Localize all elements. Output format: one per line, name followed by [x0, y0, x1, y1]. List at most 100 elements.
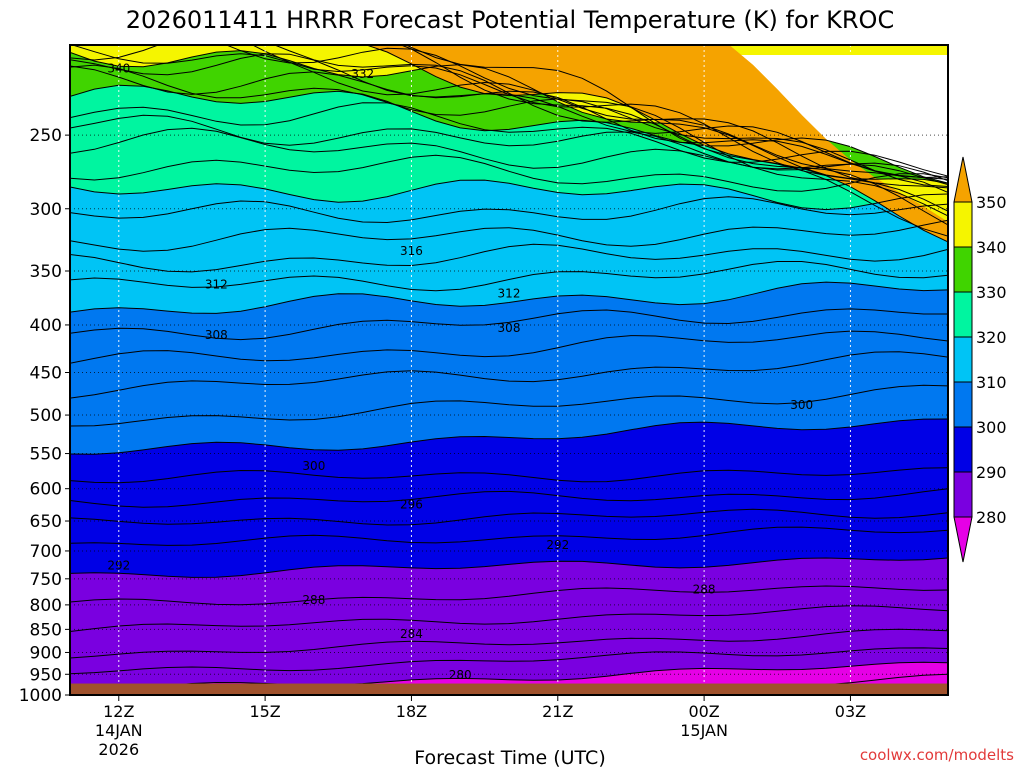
credit-link[interactable]: coolwx.com/modelts — [860, 746, 1014, 764]
x-tick-label: 15Z — [249, 702, 280, 721]
contour-304 — [70, 351, 948, 399]
x-tick-label: 03Z — [835, 702, 866, 721]
x-axis-label: Forecast Time (UTC) — [414, 747, 605, 768]
contour-label-284: 284 — [400, 627, 423, 641]
contour-label-280: 280 — [449, 668, 472, 682]
contour-label-296: 296 — [400, 498, 423, 512]
y-tick-label: 550 — [30, 445, 62, 465]
colorbar-bottom-arrow — [953, 516, 973, 563]
ground-layer — [70, 683, 948, 695]
y-tick-label: 300 — [30, 200, 62, 220]
contour-label-300: 300 — [302, 459, 325, 473]
contour-labels: 340 332 316 312 312 308 308 300 300 296 292 292 288 2… — [107, 62, 813, 683]
contour-label-292: 292 — [107, 559, 130, 573]
contour-302 — [70, 384, 948, 427]
contour-lines — [70, 45, 948, 695]
colorbar-label: 290 — [976, 463, 1007, 482]
contour-label-312: 312 — [205, 278, 228, 292]
contour-342 — [70, 45, 948, 193]
colorbar-label: 330 — [976, 283, 1007, 302]
contour-334 — [70, 65, 948, 179]
y-tick-label: 1000 — [19, 686, 62, 706]
contour-312 — [70, 261, 948, 292]
y-tick-label: 750 — [30, 570, 62, 590]
contour-label-308: 308 — [205, 328, 228, 342]
contour-292 — [70, 526, 948, 546]
colorbar-segment — [953, 381, 973, 428]
y-tick-label: 350 — [30, 262, 62, 282]
colorbar-segment — [953, 471, 973, 518]
contour-label-312: 312 — [498, 286, 521, 300]
plot-frame — [69, 44, 949, 696]
colorbar-label: 320 — [976, 328, 1007, 347]
contour-352 — [405, 45, 948, 237]
contour-310 — [70, 281, 948, 314]
x-tick-date: 15JAN — [680, 721, 728, 740]
colorbar-label: 350 — [976, 193, 1007, 212]
colorbar-label: 300 — [976, 418, 1007, 437]
y-tick-label: 250 — [30, 126, 62, 146]
contour-322 — [70, 154, 948, 192]
contour-350 — [364, 45, 948, 243]
y-tick-label: 400 — [30, 316, 62, 336]
contour-296 — [70, 488, 948, 508]
colorbar-label: 340 — [976, 238, 1007, 257]
contour-332 — [70, 64, 948, 187]
contour-328 — [70, 102, 948, 177]
contour-286 — [70, 605, 948, 632]
contour-306 — [70, 330, 948, 364]
contour-label-340: 340 — [107, 62, 130, 76]
contour-label-316: 316 — [400, 244, 423, 258]
y-tick-label: 650 — [30, 512, 62, 532]
colorbar-segment — [953, 201, 973, 248]
contour-label-308: 308 — [498, 321, 521, 335]
ground — [70, 683, 948, 695]
plot-area — [70, 45, 948, 695]
y-tick-label: 700 — [30, 542, 62, 562]
colorbar-label: 310 — [976, 373, 1007, 392]
contour-346 — [225, 45, 948, 217]
contour-298 — [70, 467, 948, 484]
contour-318 — [70, 196, 948, 224]
colorbar-top-arrow — [953, 156, 973, 203]
x-tick-label: 18Z — [396, 702, 427, 721]
x-tick-date: 14JAN — [95, 721, 143, 740]
colorbar: 350 340 330 320 310 300 290 280 — [953, 156, 1007, 563]
contour-330 — [70, 84, 948, 184]
x-tick-label: 12Z — [103, 702, 134, 721]
y-tick-label: 850 — [30, 620, 62, 640]
colorbar-segment — [953, 246, 973, 293]
colorbar-segment — [953, 291, 973, 338]
contour-316 — [70, 219, 948, 252]
contour-280 — [70, 661, 948, 694]
contour-288 — [70, 585, 948, 606]
x-tick-year: 2026 — [98, 740, 139, 759]
y-tick-label: 800 — [30, 596, 62, 616]
contour-label-288: 288 — [693, 582, 716, 596]
contour-348 — [399, 45, 948, 226]
contour-label-288: 288 — [302, 593, 325, 607]
x-tick-label: 00Z — [688, 702, 719, 721]
y-tick-label: 450 — [30, 364, 62, 384]
grid-lines — [70, 45, 948, 695]
contour-282 — [70, 647, 948, 675]
contour-290 — [70, 557, 948, 578]
colorbar-segment — [953, 336, 973, 383]
contour-label-292: 292 — [546, 538, 569, 552]
contour-308 — [70, 308, 948, 341]
y-tick-label: 950 — [30, 665, 62, 685]
y-tick-label: 600 — [30, 480, 62, 500]
contour-label-332: 332 — [351, 67, 374, 81]
contour-338 — [70, 45, 948, 189]
contour-284 — [70, 628, 948, 659]
contour-label-300: 300 — [790, 398, 813, 412]
contour-300 — [70, 418, 948, 455]
x-tick-label: 21Z — [542, 702, 573, 721]
y-axis: 250 300 350 400 450 500 550 600 650 700 750 800 850 9… — [19, 126, 70, 706]
chart-title: 2026011411 HRRR Forecast Potential Tempe… — [126, 6, 894, 34]
y-tick-label: 500 — [30, 406, 62, 426]
contour-320 — [70, 179, 948, 211]
